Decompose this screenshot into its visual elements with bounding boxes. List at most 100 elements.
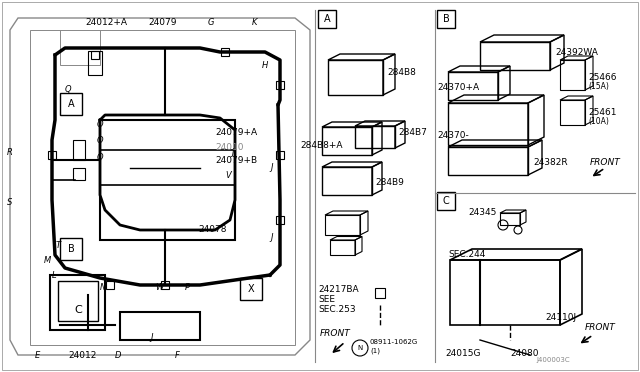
- Bar: [88, 51, 102, 75]
- Bar: [48, 151, 56, 159]
- Bar: [322, 167, 372, 195]
- Text: C: C: [443, 196, 449, 206]
- Bar: [325, 215, 360, 235]
- Text: (1): (1): [370, 348, 380, 355]
- Bar: [560, 100, 585, 125]
- Text: M: M: [44, 256, 51, 265]
- Bar: [91, 51, 99, 59]
- Bar: [448, 103, 528, 145]
- Text: 24370+A: 24370+A: [437, 83, 479, 92]
- Bar: [240, 278, 262, 300]
- Bar: [60, 238, 82, 260]
- Bar: [50, 275, 105, 330]
- Text: FRONT: FRONT: [320, 329, 351, 338]
- Text: 25461: 25461: [588, 108, 616, 117]
- Text: R: R: [7, 148, 13, 157]
- Text: E: E: [35, 351, 40, 360]
- Text: J: J: [270, 233, 273, 242]
- Bar: [276, 151, 284, 159]
- Text: N: N: [100, 283, 106, 292]
- Text: 24079+A: 24079+A: [215, 128, 257, 137]
- Bar: [276, 81, 284, 89]
- Text: G: G: [208, 18, 214, 27]
- Text: 284B8+A: 284B8+A: [300, 141, 342, 150]
- Text: O: O: [97, 120, 104, 129]
- Text: D: D: [115, 351, 122, 360]
- Text: SEE: SEE: [318, 295, 335, 304]
- Text: K: K: [252, 18, 257, 27]
- Text: 24079+B: 24079+B: [215, 156, 257, 165]
- Text: 24382R: 24382R: [533, 158, 568, 167]
- Text: 24345: 24345: [468, 208, 497, 217]
- Text: Q: Q: [65, 85, 72, 94]
- Text: F: F: [175, 351, 180, 360]
- Text: 24080: 24080: [510, 349, 538, 358]
- Text: 08911-1062G: 08911-1062G: [370, 339, 419, 345]
- Bar: [448, 147, 528, 175]
- Text: (10A): (10A): [588, 117, 609, 126]
- Text: J400003C: J400003C: [536, 357, 570, 363]
- Text: A: A: [68, 99, 74, 109]
- Text: A: A: [324, 14, 330, 24]
- Text: O: O: [97, 153, 104, 162]
- Text: 24012+A: 24012+A: [85, 18, 127, 27]
- Bar: [437, 10, 455, 28]
- Text: B: B: [68, 244, 74, 254]
- Bar: [448, 72, 498, 100]
- Text: 24078: 24078: [198, 225, 227, 234]
- Text: 24217BA: 24217BA: [318, 285, 358, 294]
- Text: S: S: [7, 198, 12, 207]
- Text: (15A): (15A): [588, 82, 609, 91]
- Bar: [73, 140, 85, 160]
- Text: SEC.244: SEC.244: [448, 250, 485, 259]
- Bar: [73, 168, 85, 180]
- Bar: [322, 127, 372, 155]
- Bar: [500, 213, 520, 225]
- Bar: [330, 240, 355, 255]
- Bar: [375, 288, 385, 298]
- Text: 24012: 24012: [68, 351, 97, 360]
- Text: P: P: [185, 283, 190, 292]
- Bar: [221, 48, 229, 56]
- Bar: [450, 260, 560, 325]
- Text: 25466: 25466: [588, 73, 616, 82]
- Text: L: L: [52, 271, 56, 280]
- Bar: [328, 60, 383, 95]
- Bar: [276, 216, 284, 224]
- Bar: [560, 60, 585, 90]
- Text: 24010: 24010: [215, 143, 243, 152]
- Text: 24370-: 24370-: [437, 131, 468, 140]
- Text: H: H: [262, 61, 268, 70]
- Bar: [318, 10, 336, 28]
- Bar: [58, 281, 98, 321]
- Text: 284B8: 284B8: [387, 68, 416, 77]
- Text: SEC.253: SEC.253: [318, 305, 356, 314]
- Text: FRONT: FRONT: [585, 323, 616, 332]
- Bar: [437, 192, 455, 210]
- Text: 24015G: 24015G: [445, 349, 481, 358]
- Bar: [355, 126, 395, 148]
- Text: J: J: [150, 333, 152, 342]
- Text: V: V: [225, 171, 231, 180]
- Bar: [480, 42, 550, 70]
- Text: 284B7: 284B7: [398, 128, 427, 137]
- Text: O: O: [97, 136, 104, 145]
- Text: 24392WA: 24392WA: [555, 48, 598, 57]
- Bar: [60, 93, 82, 115]
- Bar: [120, 312, 200, 340]
- Text: 24110J: 24110J: [545, 313, 576, 322]
- Bar: [161, 281, 169, 289]
- Text: 284B9: 284B9: [375, 178, 404, 187]
- Bar: [100, 120, 235, 240]
- Bar: [106, 281, 114, 289]
- Text: 24079: 24079: [148, 18, 177, 27]
- Text: T: T: [56, 241, 61, 250]
- Text: J: J: [270, 163, 273, 172]
- Text: X: X: [248, 284, 254, 294]
- Text: FRONT: FRONT: [590, 158, 621, 167]
- Text: N: N: [357, 345, 363, 351]
- Text: C: C: [74, 305, 82, 315]
- Text: W: W: [155, 283, 163, 292]
- Text: J: J: [231, 148, 234, 157]
- Text: B: B: [443, 14, 449, 24]
